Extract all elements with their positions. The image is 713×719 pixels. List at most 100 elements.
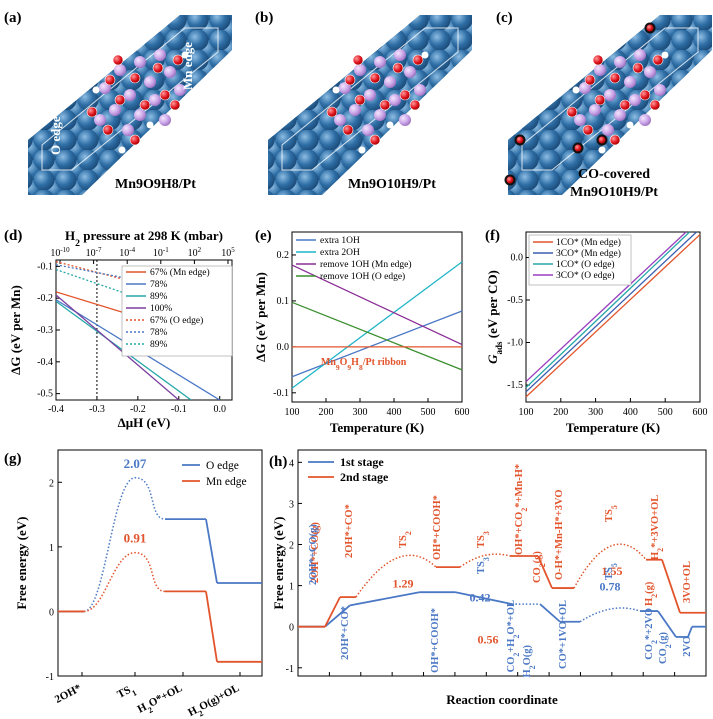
stage1-level: [454, 591, 513, 605]
co-oxygen-atom: [506, 176, 514, 184]
series-line: [291, 310, 463, 378]
x-tick-label: 200: [319, 407, 334, 418]
stage2-level: [661, 559, 681, 614]
panel-label: (f): [485, 228, 500, 244]
legend-box: [528, 234, 632, 286]
o-atom: [369, 72, 381, 84]
legend-label: 3CO* (Mn edge): [556, 248, 621, 259]
co-oxygen-atom: [516, 136, 524, 144]
plot-frame: [525, 231, 701, 403]
mn-atom: [114, 64, 126, 76]
top-tick-label: 10-10: [50, 246, 70, 259]
y-tick-label: 0.1: [277, 296, 290, 307]
stage1-level: [539, 603, 561, 623]
legend-label: 67% (Mn edge): [150, 267, 210, 278]
o-atom: [114, 94, 126, 106]
o-atom: [594, 94, 606, 106]
series-line: [525, 231, 687, 383]
legend-label: 89%: [150, 292, 168, 302]
o-atom: [649, 99, 661, 111]
x-tick-label: 400: [623, 407, 638, 418]
barrier-label: 2.07: [124, 456, 147, 471]
mn-atom: [174, 84, 186, 96]
x-axis-title: Reaction coordinate: [446, 692, 558, 707]
o-atom: [104, 74, 116, 86]
mn-atom: [364, 89, 376, 101]
h-atom: [626, 121, 634, 129]
legend: O edge Mn edge: [182, 460, 247, 488]
o-atom: [652, 54, 664, 66]
mn-atom: [394, 49, 406, 61]
y-tick-label: 0: [289, 623, 294, 634]
x-tick-label: -0.1: [171, 404, 187, 415]
mn-atom: [159, 114, 171, 126]
o-atom: [592, 54, 604, 66]
stage1-level: [324, 604, 351, 628]
stage1-level: [687, 626, 693, 638]
o-atom: [639, 89, 651, 101]
x-tick-label: -0.2: [130, 404, 146, 415]
mn-atom: [122, 124, 134, 136]
state-label-2nd: TS3: [476, 531, 491, 548]
y-tick-label: 3: [289, 499, 294, 510]
o-atom: [632, 62, 644, 74]
y-tick-label: -1.0: [507, 338, 523, 349]
ribbon-annotation: Mn9O9H8/Pt ribbon: [321, 357, 407, 372]
mn-atom: [99, 82, 111, 94]
structure-panels: (a) (b) (c) O edge Mn edge: [4, 10, 712, 200]
y-tick-label: 0.0: [511, 253, 524, 264]
x-category-label: TS1: [115, 682, 138, 704]
x-axis-title: ΔμH (eV): [118, 415, 171, 430]
plot-frame: [57, 449, 263, 677]
caption-c: Mn9O10H9/Pt: [570, 185, 658, 200]
legend-box: [121, 265, 233, 357]
mn-atom: [164, 66, 176, 78]
stage1-level: [657, 610, 677, 638]
x-tick-label: 500: [421, 407, 436, 418]
top-tick-label: 105: [221, 246, 235, 259]
mn-atom: [644, 66, 656, 78]
chart-e: (e) 100 200 300 400 500 600 0.2 0.1 0.0 -0.1 Temper…: [253, 228, 470, 435]
legend: 67% (Mn edge) 78% 89% 100%67% (O edge) 78% 89…: [121, 265, 233, 357]
state-label-2nd: TS5: [604, 505, 619, 522]
mn-atom: [614, 56, 626, 68]
mn-atom: [624, 76, 636, 88]
mn-atom: [149, 94, 161, 106]
y-tick-label: 4: [289, 458, 294, 469]
transition-curve: [83, 551, 166, 613]
o-atom: [582, 124, 594, 136]
state-label-1st: CO*+1VO+OL: [558, 600, 569, 669]
mn-atom: [134, 56, 146, 68]
state-connector: [205, 591, 218, 662]
mn-atom: [639, 114, 651, 126]
mn-atom: [384, 76, 396, 88]
legend-label: 3CO* (O edge): [556, 270, 615, 281]
state-label-1st: 2OH*+CO(g): [308, 524, 319, 585]
y-tick-label: 0.2: [277, 250, 290, 261]
o-atom: [112, 54, 124, 66]
mn-edge-label: Mn edge: [180, 42, 195, 90]
legend-label: 1CO* (O edge): [556, 259, 615, 270]
y-tick-label: -0.5: [507, 295, 523, 306]
legend-label: 1st stage: [340, 455, 384, 469]
legend-label: 78%: [150, 328, 168, 338]
o-atom: [379, 99, 391, 111]
mn-atom: [154, 49, 166, 61]
mn-atom: [604, 89, 616, 101]
o-atom: [169, 99, 181, 111]
series-line: [525, 234, 701, 398]
state-label-1st: 2VO: [682, 636, 693, 657]
co-oxygen-atom: [646, 24, 654, 32]
o-atom: [392, 62, 404, 74]
h-atom: [146, 121, 154, 129]
mn-atom: [362, 124, 374, 136]
mn-atom: [124, 89, 136, 101]
legend-label: 100%: [150, 304, 172, 314]
legend-label: extra 2OH: [320, 248, 360, 258]
h-atom: [358, 146, 366, 154]
chart-d: (d) -0.4 -0.3 -0.2 -0.1 0.0 -0.1 -0.2 -0.3 -0.4 -0…: [4, 228, 235, 430]
o-atom: [369, 134, 381, 146]
chart-f: (f) 100 200 300 400 500 600 0.0 -0.5 -1.0 -1.5 Temp…: [485, 228, 708, 435]
caption-c-prefix: CO-covered: [578, 167, 650, 182]
